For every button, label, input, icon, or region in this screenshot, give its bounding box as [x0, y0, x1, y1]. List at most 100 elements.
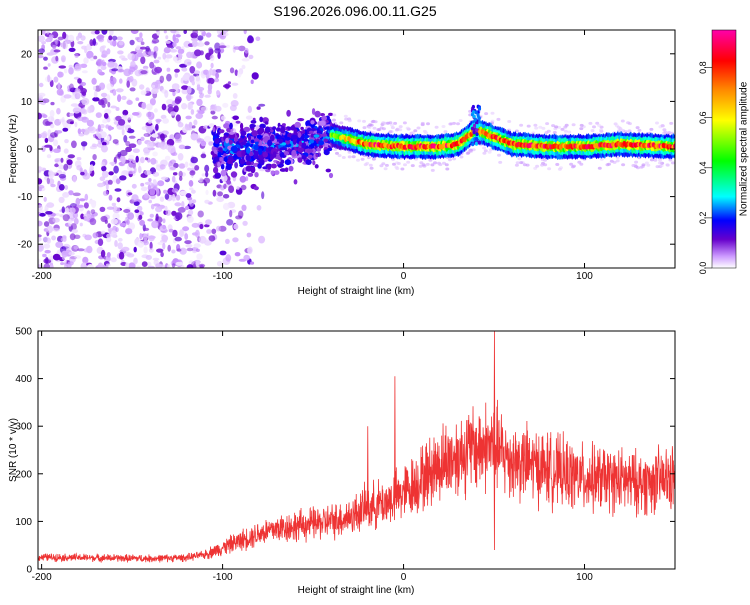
heatmap-cell: [123, 209, 131, 213]
heatmap-cell: [245, 115, 253, 120]
heatmap-cell: [41, 30, 46, 35]
heatmap-cell: [278, 138, 284, 144]
heatmap-cell: [133, 201, 140, 207]
heatmap-cell: [38, 258, 41, 265]
heatmap-cell: [243, 126, 251, 133]
heatmap-cell: [172, 229, 178, 238]
heatmap-cell: [214, 42, 221, 51]
heatmap-cell: [38, 204, 43, 211]
heatmap-cell: [311, 108, 316, 115]
heatmap-cell: [618, 127, 623, 131]
heatmap-cell: [174, 236, 182, 242]
heatmap-cell: [38, 236, 42, 242]
heatmap-cell: [208, 141, 214, 146]
heatmap-cell: [185, 244, 193, 248]
heatmap-cell: [475, 128, 479, 132]
heatmap-cell: [211, 115, 218, 120]
heatmap-cell: [111, 35, 118, 41]
heatmap-cell: [241, 150, 246, 157]
heatmap-cell: [373, 120, 378, 124]
heatmap-cell: [371, 157, 376, 161]
heatmap-cell: [84, 234, 92, 241]
heatmap-cell: [64, 139, 69, 144]
heatmap-cell: [166, 73, 172, 82]
heatmap-cell: [240, 184, 247, 191]
heatmap-cell: [635, 126, 640, 130]
heatmap-cell: [234, 162, 239, 169]
heatmap-cell: [57, 71, 63, 78]
heatmap-cell: [658, 158, 662, 162]
heatmap-cell: [247, 105, 252, 113]
heatmap-cell: [51, 235, 56, 241]
heatmap-cell: [224, 145, 229, 151]
heatmap-cell: [115, 107, 120, 111]
heatmap-cell: [179, 229, 184, 238]
heatmap-cell: [200, 106, 208, 112]
heatmap-cell: [45, 256, 49, 264]
heatmap-cell: [118, 40, 124, 46]
heatmap-cell: [126, 100, 133, 105]
x-tick-label: 0: [401, 572, 407, 583]
heatmap-cell: [367, 126, 372, 129]
heatmap-cell: [67, 261, 74, 266]
heatmap-cell: [226, 180, 232, 185]
heatmap-cell: [172, 42, 177, 48]
heatmap-cell: [554, 125, 559, 129]
heatmap-cell: [400, 167, 405, 171]
heatmap-cell: [223, 183, 227, 189]
heatmap-cell: [246, 232, 252, 238]
heatmap-cell: [106, 135, 110, 142]
heatmap-cell: [195, 112, 203, 119]
heatmap-cell: [73, 218, 79, 225]
heatmap-cell: [477, 140, 481, 145]
heatmap-cell: [456, 122, 460, 126]
heatmap-cell: [193, 119, 198, 126]
heatmap-cell: [519, 123, 524, 127]
heatmap-cell: [168, 228, 174, 233]
heatmap-cell: [649, 127, 654, 131]
heatmap-cell: [161, 103, 167, 111]
heatmap-cell: [173, 37, 179, 44]
heatmap-cell: [89, 39, 94, 47]
heatmap-cell: [398, 125, 403, 129]
heatmap-cell: [269, 134, 275, 142]
heatmap-cell: [184, 233, 189, 240]
heatmap-cell: [205, 171, 209, 178]
heatmap-cell: [555, 163, 560, 166]
heatmap-cell: [64, 262, 69, 268]
heatmap-cell: [148, 235, 155, 242]
heatmap-cell: [116, 125, 125, 130]
heatmap-cell: [660, 124, 665, 127]
heatmap-cell: [240, 122, 244, 130]
heatmap-cell: [74, 88, 81, 95]
heatmap-cell: [137, 139, 142, 146]
heatmap-cell: [445, 167, 450, 171]
heatmap-cell: [160, 176, 169, 180]
heatmap-cell: [140, 70, 148, 75]
heatmap-cell: [139, 84, 145, 90]
heatmap-cell: [174, 68, 180, 73]
heatmap-cell: [190, 156, 198, 164]
heatmap-cell: [360, 157, 365, 161]
heatmap-cell: [432, 161, 437, 165]
heatmap-cell: [366, 156, 371, 160]
heatmap-cell: [38, 92, 46, 97]
heatmap-cell: [253, 186, 259, 191]
heatmap-cell: [153, 203, 161, 207]
heatmap-cell: [101, 144, 108, 153]
heatmap-cell: [590, 129, 595, 133]
heatmap-cell: [337, 154, 342, 158]
heatmap-cell: [69, 83, 74, 91]
heatmap-cell: [212, 189, 217, 197]
heatmap-cell: [49, 109, 55, 118]
heatmap-cell: [232, 93, 238, 99]
heatmap-cell: [209, 54, 215, 62]
heatmap-cell: [668, 158, 673, 162]
heatmap-cell: [72, 175, 77, 183]
heatmap-cell: [50, 101, 55, 106]
snr-y-label: SNR (10 * v/v): [8, 418, 19, 482]
heatmap-cell: [247, 35, 254, 43]
heatmap-cell: [164, 58, 170, 63]
heatmap-cell: [109, 161, 116, 165]
heatmap-cell: [171, 210, 177, 216]
